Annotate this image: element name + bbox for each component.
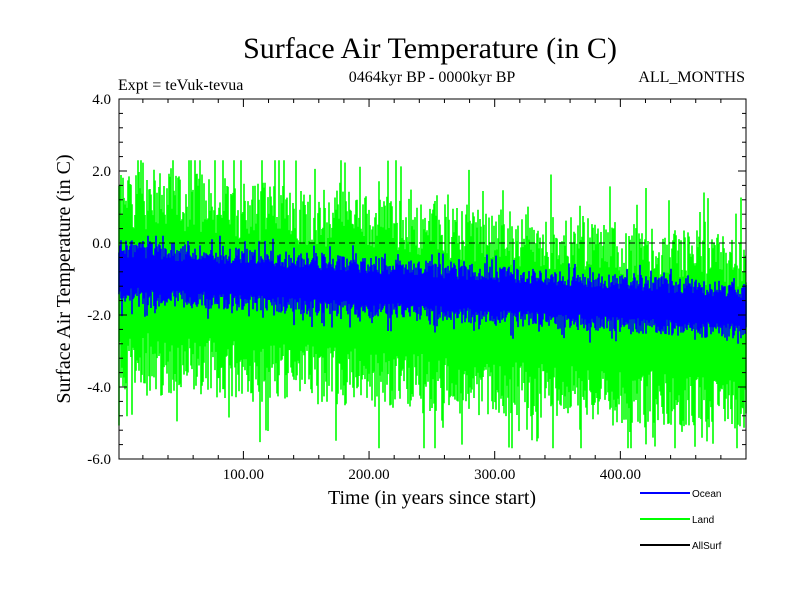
y-tick-label: -4.0 [87,380,111,396]
legend-label-allsurf: AllSurf [692,541,722,552]
x-tick-label: 200.00 [348,467,389,483]
x-axis-label: Time (in years since start) [328,487,536,509]
time-range-label: 0464kyr BP - 0000kyr BP [349,69,516,86]
y-tick-label: -6.0 [87,452,111,468]
legend-label-land: Land [692,515,714,526]
y-tick-label: 0.0 [92,236,111,252]
x-tick-label: 300.00 [474,467,515,483]
y-tick-label: 4.0 [92,92,111,108]
chart-title: Surface Air Temperature (in C) [243,32,617,65]
x-tick-label: 100.00 [223,467,264,483]
experiment-label: Expt = teVuk-tevua [118,77,243,94]
y-tick-label: -2.0 [87,308,111,324]
ticks-layer: 4.0 2.0 0.0 -2.0 -4.0 -6.0 100.00 200.00 300.00 4… [87,92,746,483]
legend-label-ocean: Ocean [692,489,721,500]
legend: Ocean Land AllSurf [640,489,722,552]
x-tick-label: 400.00 [600,467,641,483]
y-axis-label: Surface Air Temperature (in C) [53,154,75,403]
plot-frame [118,98,747,460]
months-label: ALL_MONTHS [638,69,745,86]
y-tick-label: 2.0 [92,164,111,180]
